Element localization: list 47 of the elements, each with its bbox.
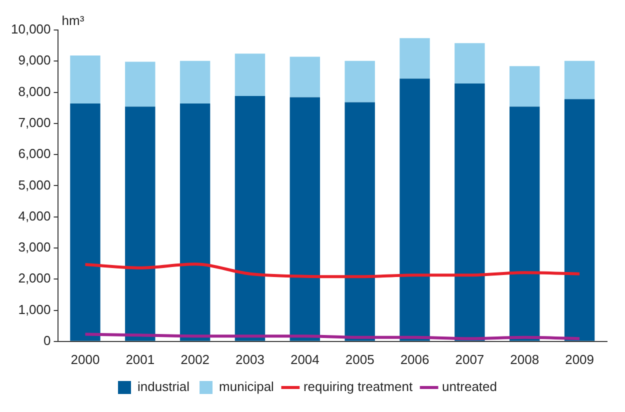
bar <box>70 56 100 104</box>
y-tick-label: 6,000 <box>18 146 51 162</box>
bar <box>454 84 485 341</box>
x-tick-label: 2006 <box>400 352 430 367</box>
bar <box>234 54 266 96</box>
x-tick-label: 2005 <box>345 352 374 367</box>
bar <box>180 103 210 341</box>
x-tick-label: 2002 <box>180 352 210 367</box>
bar <box>564 60 595 100</box>
bar <box>564 99 595 341</box>
bar <box>234 96 266 341</box>
bar <box>344 60 375 102</box>
bar <box>510 66 540 107</box>
bar <box>510 106 540 341</box>
y-tick-label: 7,000 <box>18 115 51 130</box>
x-tick-label: 2004 <box>290 352 320 367</box>
y-axis-title: hm³ <box>62 13 85 28</box>
bar <box>70 103 100 341</box>
bar <box>400 38 430 79</box>
x-tick-label: 2001 <box>126 352 155 367</box>
x-tick-label: 2007 <box>455 352 484 367</box>
y-tick-label: 2,000 <box>18 270 51 286</box>
legend-label: industrial <box>138 379 190 394</box>
y-tick-label: 3,000 <box>18 240 51 255</box>
legend-label: requiring treatment <box>303 379 413 394</box>
y-tick-label: 8,000 <box>18 84 51 99</box>
bar <box>290 97 320 341</box>
line-series <box>84 262 582 278</box>
y-tick-label: 5,000 <box>18 177 51 192</box>
legend-label: municipal <box>219 379 274 394</box>
x-tick-label: 2008 <box>510 352 540 367</box>
bar <box>344 102 375 341</box>
y-tick-label: 10,000 <box>10 22 51 37</box>
y-tick-label: 0 <box>44 332 51 348</box>
x-tick-label: 2000 <box>70 352 100 367</box>
bar <box>125 62 156 107</box>
bar <box>400 78 430 341</box>
y-tick-label: 9,000 <box>18 52 51 68</box>
x-tick-label: 2009 <box>565 352 594 367</box>
x-tick-label: 2003 <box>236 352 264 367</box>
bar <box>454 43 485 84</box>
bar <box>125 106 156 341</box>
y-tick-label: 4,000 <box>18 208 51 224</box>
bar <box>180 60 210 104</box>
legend-label: untreated <box>442 379 497 394</box>
y-tick-label: 1,000 <box>18 302 51 317</box>
bar <box>290 56 320 98</box>
